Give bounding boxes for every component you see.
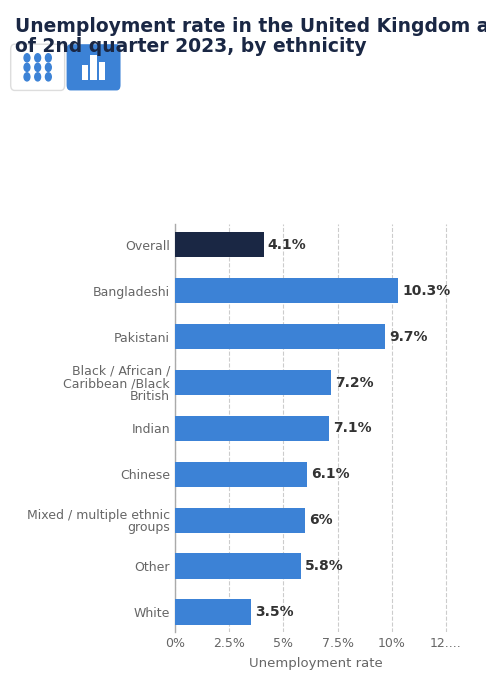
Bar [175,324,385,350]
Text: 9.7%: 9.7% [389,330,428,343]
Bar [175,462,307,487]
Bar [175,370,331,395]
Text: 4.1%: 4.1% [268,238,307,252]
Text: Unemployment rate in the United Kingdom as: Unemployment rate in the United Kingdom … [15,17,486,36]
Bar [175,599,251,624]
Text: 5.8%: 5.8% [305,559,344,573]
Text: 6%: 6% [309,513,332,527]
Bar [175,554,301,579]
Bar [175,507,305,533]
Text: of 2nd quarter 2023, by ethnicity: of 2nd quarter 2023, by ethnicity [15,37,366,56]
Text: 6.1%: 6.1% [311,467,350,481]
X-axis label: Unemployment rate: Unemployment rate [249,657,383,670]
Bar [175,233,264,258]
Text: 10.3%: 10.3% [402,284,451,298]
Text: 3.5%: 3.5% [255,605,294,619]
Text: 7.2%: 7.2% [335,375,374,390]
Bar [175,415,329,441]
Text: 7.1%: 7.1% [333,422,371,435]
Bar [175,278,399,303]
